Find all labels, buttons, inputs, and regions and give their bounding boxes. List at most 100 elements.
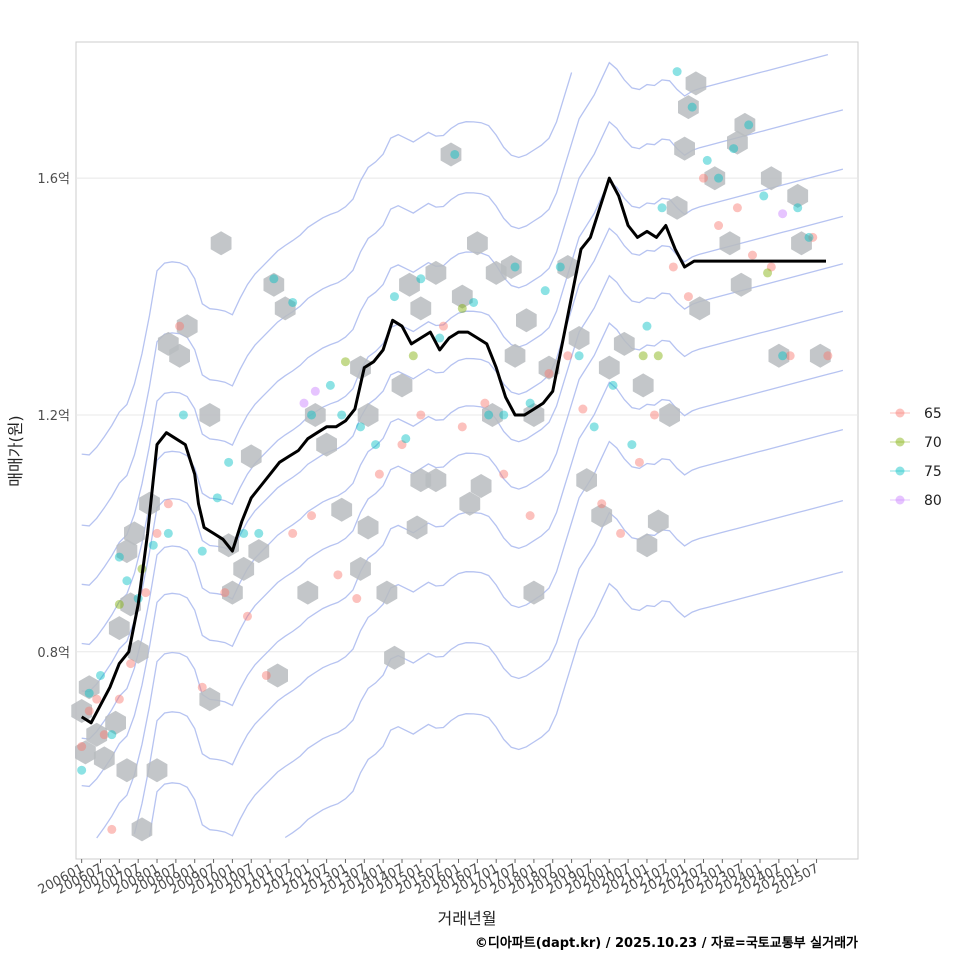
point-65 — [766, 262, 776, 272]
point-65 — [808, 232, 818, 242]
point-75 — [793, 203, 803, 213]
hex-bin — [787, 183, 809, 208]
point-70 — [653, 351, 663, 361]
hex-bin — [357, 515, 379, 540]
point-75 — [729, 144, 739, 154]
point-70 — [457, 303, 467, 313]
density-contour — [133, 428, 844, 835]
hex-bin — [504, 343, 526, 368]
point-65 — [163, 499, 173, 509]
legend-key-80 — [895, 495, 905, 505]
hex-bin — [674, 136, 695, 161]
hex-bin — [768, 343, 790, 368]
point-75 — [356, 422, 366, 432]
point-75 — [84, 688, 94, 698]
trend-line-path — [80, 176, 826, 725]
hex-bin — [523, 403, 545, 427]
legend-key-75 — [895, 466, 905, 476]
point-65 — [457, 422, 467, 432]
point-65 — [747, 250, 757, 260]
point-65 — [352, 594, 362, 604]
hex-bin — [108, 616, 130, 641]
hex-bin — [659, 403, 680, 427]
hex-bin — [576, 468, 597, 493]
hex-bin — [591, 503, 613, 528]
point-65 — [732, 203, 742, 213]
hex-bin — [482, 403, 503, 427]
scatter-points — [77, 67, 833, 834]
point-75 — [450, 149, 460, 159]
point-75 — [148, 540, 158, 550]
hex-bin — [523, 580, 545, 605]
point-65 — [563, 351, 573, 361]
density-contour — [81, 263, 844, 740]
point-65 — [220, 588, 230, 598]
density-contour — [81, 109, 844, 586]
caption: ©디아파트(dapt.kr) / 2025.10.23 / 자료=국토교통부 실… — [475, 935, 858, 951]
hex-bin — [647, 509, 669, 534]
point-65 — [197, 682, 207, 692]
point-75 — [657, 203, 667, 213]
hex-bin — [350, 355, 371, 380]
hex-bin — [666, 195, 688, 220]
point-75 — [107, 730, 117, 740]
hex-bin — [636, 533, 658, 558]
point-65 — [597, 499, 607, 509]
point-75 — [197, 546, 207, 556]
point-75 — [702, 155, 712, 165]
hex-bin — [71, 699, 92, 723]
hex-bin — [727, 130, 748, 155]
hex-bin — [730, 272, 752, 297]
legend: 65 70 75 80 — [890, 406, 942, 509]
point-80 — [778, 209, 788, 219]
point-65 — [397, 440, 407, 450]
hex-bin — [86, 722, 108, 747]
hex-bin — [459, 491, 481, 516]
y-tick-label: 0.8억 — [37, 646, 70, 661]
hex-bin — [199, 687, 221, 712]
y-tick-label: 1.2억 — [37, 409, 70, 424]
hex-bin — [127, 639, 149, 664]
point-80 — [310, 386, 320, 396]
hex-bin — [704, 166, 726, 191]
hex-bins — [71, 71, 831, 842]
density-contour — [81, 168, 844, 646]
hex-bin — [376, 580, 398, 605]
hex-bin — [199, 403, 221, 427]
point-65 — [649, 410, 659, 420]
point-75 — [627, 440, 637, 450]
point-65 — [714, 221, 724, 231]
hex-bin — [78, 675, 100, 700]
point-65 — [99, 730, 109, 740]
point-70 — [638, 351, 648, 361]
point-75 — [540, 286, 550, 296]
point-65 — [242, 611, 252, 621]
point-75 — [574, 351, 584, 361]
hex-bin — [157, 331, 179, 356]
hex-bin — [632, 373, 654, 398]
hex-bin — [734, 112, 756, 137]
hex-bin — [176, 314, 198, 339]
point-75 — [589, 422, 599, 432]
point-75 — [499, 410, 509, 420]
trend-line — [80, 176, 826, 725]
point-75 — [371, 440, 381, 450]
legend-label-65: 65 — [924, 406, 942, 422]
hex-bin — [248, 539, 270, 564]
hex-bin — [274, 296, 296, 321]
hex-bin — [391, 373, 413, 398]
hex-bin — [297, 580, 319, 605]
point-75 — [416, 274, 426, 284]
y-axis-ticks: 0.8억 1.2억 1.6억 — [37, 172, 70, 661]
point-65 — [141, 588, 151, 598]
point-65 — [578, 404, 588, 414]
point-65 — [84, 706, 94, 716]
point-65 — [785, 351, 795, 361]
hex-bin — [105, 710, 126, 735]
hex-bin — [678, 95, 699, 120]
point-65 — [634, 457, 644, 467]
point-70 — [763, 268, 773, 278]
plot-panel — [75, 41, 859, 860]
legend-label-80: 80 — [924, 493, 942, 509]
point-75 — [778, 351, 788, 361]
